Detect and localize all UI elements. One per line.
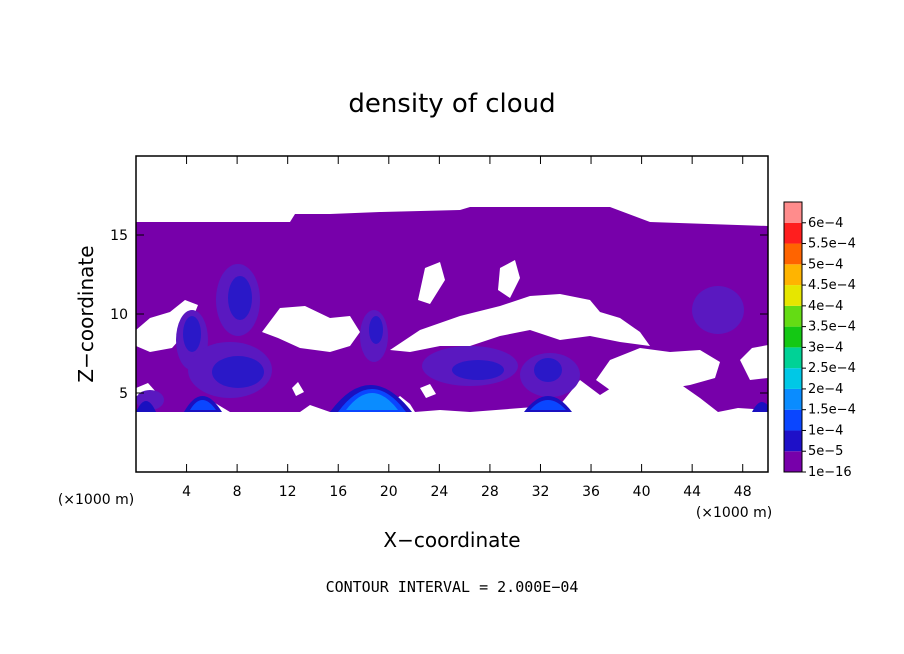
colorbar-label: 5.5e−4: [808, 237, 856, 252]
colorbar-label: 1e−16: [808, 465, 852, 480]
colorbar-label: 2e−4: [808, 382, 843, 397]
x-tick-label: 40: [633, 484, 651, 500]
x-unit-left: (×1000 m): [58, 492, 134, 508]
x-tick-label: 8: [233, 484, 242, 500]
x-tick-label: 32: [532, 484, 550, 500]
colorbar-label: 3.5e−4: [808, 320, 856, 335]
colorbar-label: 1.5e−4: [808, 403, 856, 418]
colorbar-swatch: [784, 305, 802, 327]
colorbar: 1e−16 5e−5 1e−4 1.5e−4 2e−4 2.5e−4 3e−4 3.5e−4 4…: [783, 201, 856, 480]
x-unit-right: (×1000 m): [696, 505, 772, 521]
y-tick-label: 5: [119, 386, 128, 402]
x-axis-ticks: 4 8 12 16 20 24 28 32 36 40 44 48: [182, 156, 752, 500]
x-tick-label: 44: [683, 484, 701, 500]
colorbar-label: 3e−4: [808, 340, 843, 355]
colorbar-swatch: [784, 202, 802, 223]
colorbar-label: 1e−4: [808, 423, 843, 438]
convective-cores: [136, 385, 768, 412]
y-tick-label: 10: [110, 307, 128, 323]
x-tick-label: 24: [430, 484, 448, 500]
colorbar-swatch: [784, 326, 802, 348]
colorbar-label: 5e−5: [808, 444, 843, 459]
y-axis-label: Z−coordinate: [74, 245, 98, 382]
x-tick-label: 48: [734, 484, 752, 500]
colorbar-label: 4e−4: [808, 299, 843, 314]
colorbar-label: 2.5e−4: [808, 361, 856, 376]
y-axis-ticks: 5 10 15: [110, 228, 768, 402]
x-tick-label: 36: [582, 484, 600, 500]
contour-interval-note: CONTOUR INTERVAL = 2.000E−04: [326, 578, 579, 596]
y-tick-label: 15: [110, 228, 128, 244]
x-axis-label: X−coordinate: [383, 528, 520, 552]
x-tick-label: 20: [380, 484, 398, 500]
cloud-field: [136, 207, 768, 412]
density-1e-4-regions: [183, 276, 562, 388]
colorbar-frame: [783, 201, 803, 473]
colorbar-swatch: [784, 451, 802, 472]
colorbar-swatch: [784, 430, 802, 452]
colorbar-label: 6e−4: [808, 216, 843, 231]
colorbar-swatch: [784, 368, 802, 389]
colorbar-label: 4.5e−4: [808, 278, 856, 293]
colorbar-swatch: [784, 285, 802, 306]
colorbar-label: 5e−4: [808, 257, 843, 272]
x-tick-label: 12: [279, 484, 297, 500]
colorbar-swatch: [784, 388, 802, 410]
colorbar-swatch: [784, 222, 802, 244]
x-tick-label: 16: [329, 484, 347, 500]
colorbar-swatch: [784, 264, 802, 286]
x-tick-label: 4: [182, 484, 191, 500]
colorbar-swatch: [784, 409, 802, 431]
x-tick-label: 28: [481, 484, 499, 500]
chart-title: density of cloud: [348, 89, 555, 119]
colorbar-swatch: [784, 347, 802, 369]
colorbar-swatch: [784, 243, 802, 265]
